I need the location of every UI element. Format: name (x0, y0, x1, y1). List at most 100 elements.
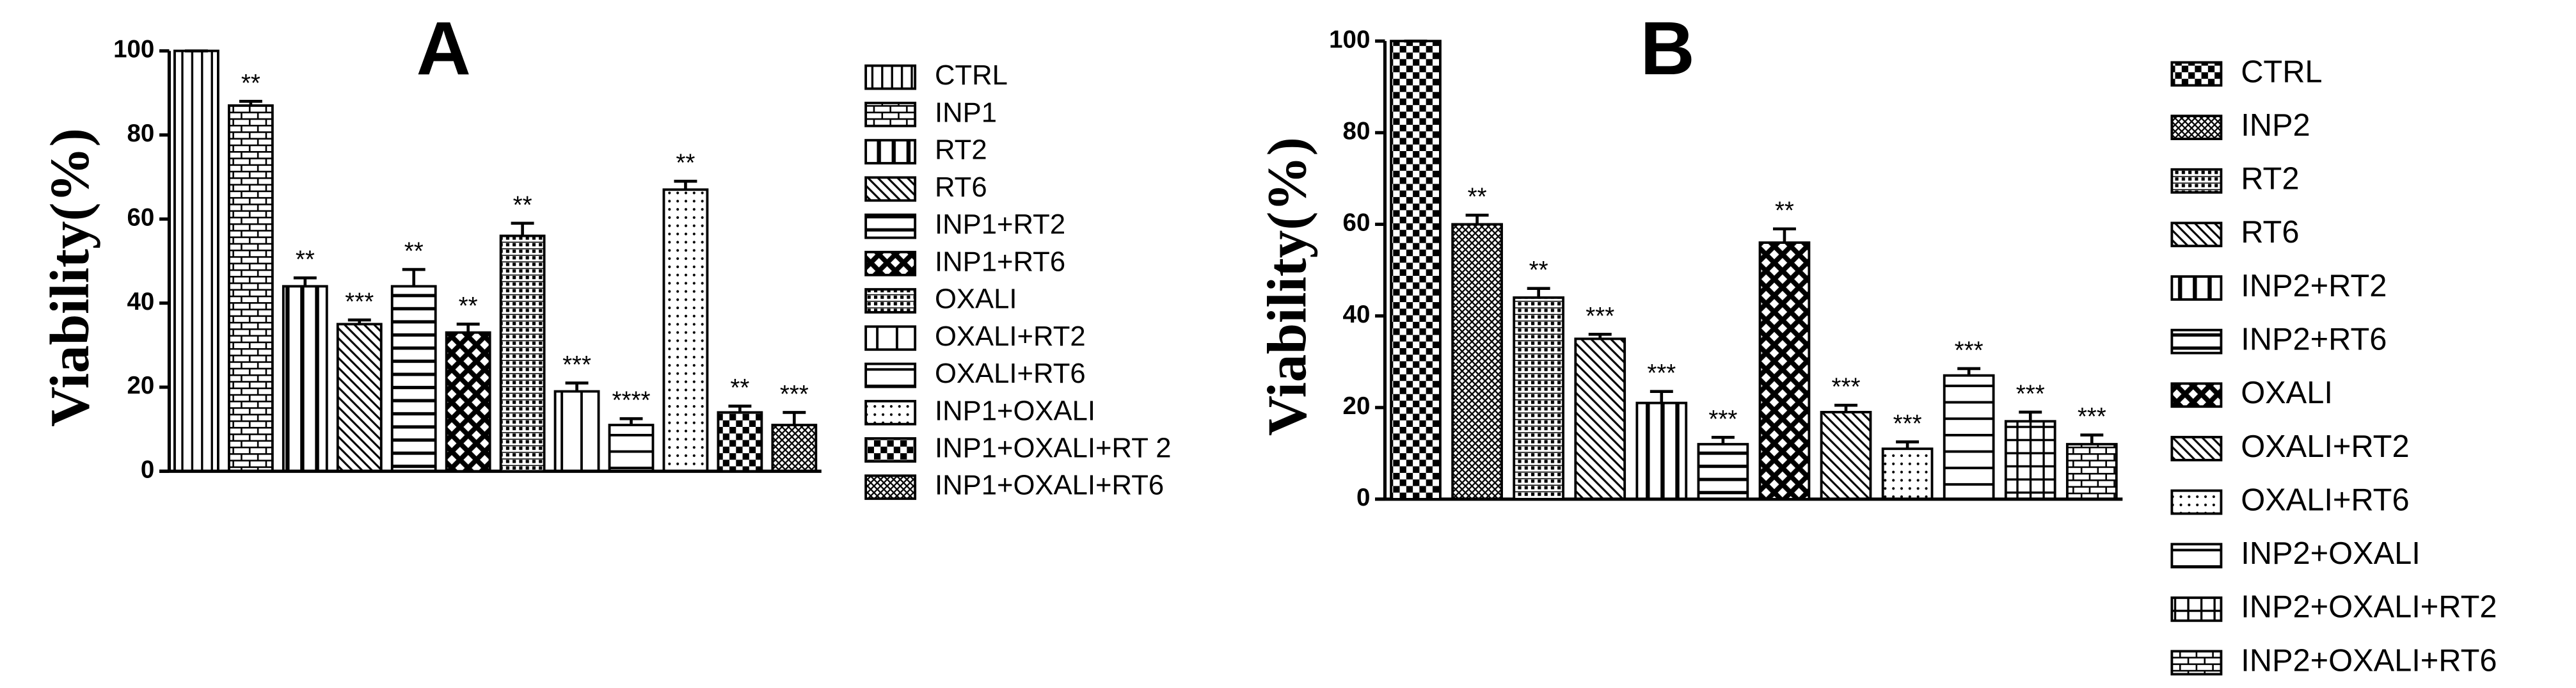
legend-label: RT6 (2241, 215, 2299, 250)
legend-label: RT2 (2241, 162, 2299, 196)
legend-label: OXALI+RT2 (2241, 429, 2409, 464)
legend-swatch (2170, 221, 2223, 248)
significance-label: ** (404, 238, 424, 266)
significance-label: *** (1832, 374, 1861, 401)
bar (173, 49, 219, 473)
legend-label: CTRL (935, 60, 1008, 91)
bar (445, 331, 491, 473)
y-tick-label: 60 (1343, 209, 1371, 237)
y-axis-label: Viability(%) (38, 128, 100, 427)
y-tick-label: 80 (1343, 117, 1371, 145)
significance-label: ** (1775, 197, 1794, 225)
legend-label: INP1+OXALI+RT6 (935, 470, 1164, 501)
legend-swatch (864, 362, 917, 388)
error-bar (619, 417, 643, 426)
legend-label: INP1+OXALI (935, 396, 1095, 426)
chart-title: A (417, 6, 471, 91)
y-tick-label: 80 (127, 120, 155, 147)
significance-label: *** (1647, 360, 1676, 387)
significance-label: ** (513, 191, 532, 219)
error-bar (1527, 287, 1550, 298)
error-bar (1588, 332, 1612, 339)
significance-label: *** (2078, 403, 2106, 431)
error-bar (1465, 213, 1489, 225)
legend-swatch (864, 399, 917, 426)
bar (608, 424, 655, 473)
bar (1390, 40, 1442, 500)
legend-label: OXALI+RT6 (2241, 483, 2409, 517)
significance-label: *** (780, 381, 809, 408)
significance-label: **** (612, 387, 651, 415)
error-bar (2080, 433, 2104, 445)
legend-swatch (864, 64, 917, 90)
legend-swatch (2170, 328, 2223, 355)
significance-label: ** (459, 292, 478, 320)
legend-swatch (2170, 596, 2223, 622)
bar (662, 188, 709, 473)
error-bar (239, 100, 262, 106)
error-bar (1650, 390, 1673, 403)
legend-swatch (864, 250, 917, 276)
legend-label: RT2 (935, 135, 987, 166)
legend-label: OXALI (935, 284, 1017, 315)
legend-label: INP2+OXALI (2241, 536, 2421, 571)
y-tick-label: 20 (127, 372, 155, 399)
y-axis-label: Viability(%) (1256, 137, 1318, 436)
significance-label: *** (1586, 303, 1614, 330)
error-bar (2019, 410, 2042, 422)
significance-label: *** (562, 351, 591, 379)
y-tick-label: 40 (127, 288, 155, 316)
bar (499, 234, 546, 473)
legend-label: INP1+RT6 (935, 246, 1065, 277)
error-bar (783, 411, 806, 426)
legend-label: INP2 (2241, 108, 2310, 143)
error-bar (1896, 440, 1920, 449)
legend-swatch (864, 474, 917, 500)
bar (771, 424, 818, 473)
legend-label: INP2+RT2 (2241, 269, 2387, 303)
y-tick-label: 0 (141, 456, 154, 484)
legend-swatch (2170, 275, 2223, 301)
error-bar (1957, 367, 1981, 376)
legend-swatch (864, 176, 917, 202)
legend-swatch (864, 139, 917, 164)
legend-swatch (864, 213, 917, 239)
significance-label: *** (1708, 406, 1737, 433)
legend-label: CTRL (2241, 54, 2322, 89)
bar (1635, 401, 1688, 500)
legend-label: INP1+OXALI+RT 2 (935, 433, 1172, 464)
y-tick-label: 0 (1356, 484, 1370, 511)
error-bar (347, 318, 371, 324)
legend-label: INP1+RT2 (935, 209, 1065, 240)
bar (717, 411, 763, 473)
legend-swatch (2170, 436, 2223, 461)
bar (1697, 443, 1749, 500)
error-bar (1834, 403, 1858, 412)
bar (2004, 420, 2056, 500)
legend-swatch (864, 437, 917, 463)
legend-label: OXALI+RT2 (935, 321, 1086, 352)
legend-swatch (864, 288, 917, 314)
error-bar (728, 404, 752, 413)
bar (282, 285, 328, 473)
legend-label: OXALI+RT6 (935, 358, 1086, 389)
legend-swatch (864, 325, 917, 351)
legend-label: INP1 (935, 97, 997, 128)
bar (2065, 443, 2118, 500)
y-tick-label: 100 (1329, 26, 1370, 53)
significance-label: ** (1529, 257, 1548, 284)
bar (1758, 241, 1811, 500)
bar (1513, 296, 1565, 500)
error-bar (1711, 436, 1735, 445)
error-bar (674, 179, 697, 190)
legend-label: INP2+OXALI+RT2 (2241, 590, 2497, 625)
significance-label: *** (2016, 380, 2045, 408)
bar (1451, 223, 1503, 500)
error-bar (565, 381, 589, 392)
legend-swatch (2170, 543, 2223, 569)
legend-swatch (2170, 168, 2223, 194)
legend-swatch (2170, 650, 2223, 676)
significance-label: ** (296, 246, 315, 274)
significance-label: *** (1893, 410, 1922, 438)
